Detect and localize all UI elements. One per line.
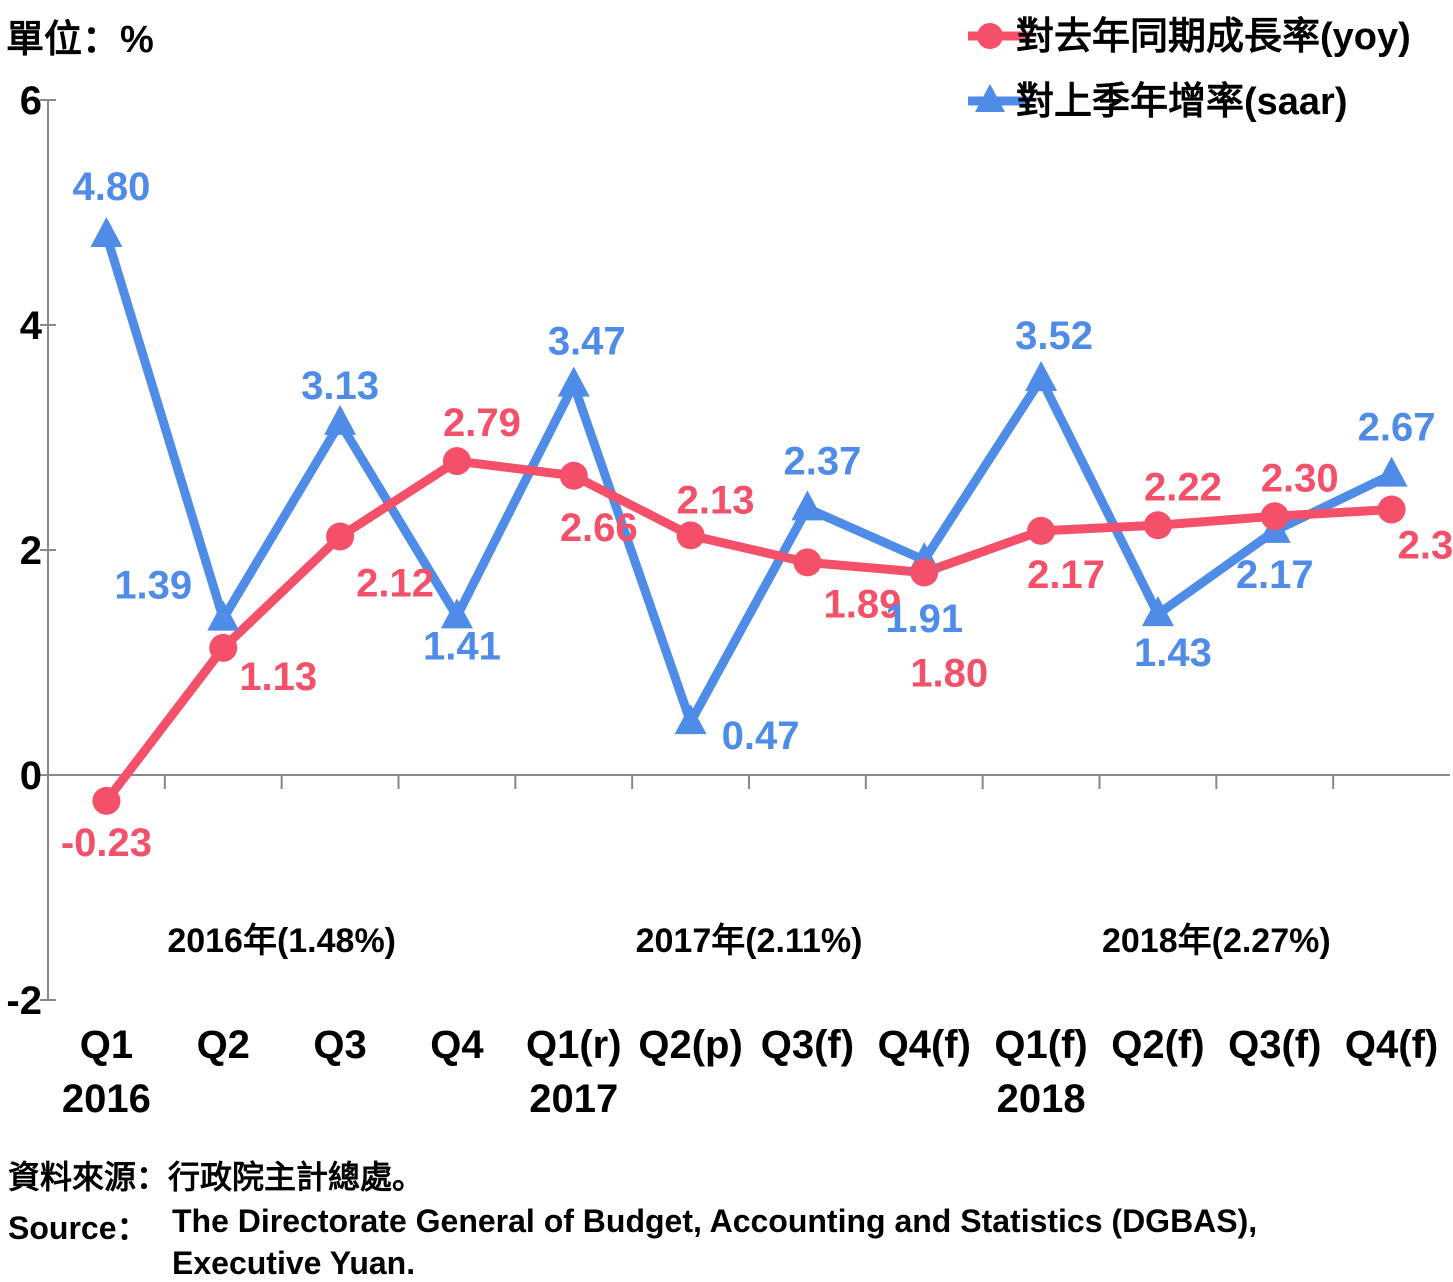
data-label: 1.91 [885,597,963,641]
data-label: 2.12 [356,562,434,606]
data-label: 2.17 [1236,553,1314,597]
legend-marker [975,84,1005,112]
series-line [102,233,1394,734]
year-label: 2016 [62,1077,151,1121]
data-label: 2.79 [443,401,521,445]
legend-label: 對去年同期成長率(yoy) [1016,16,1411,58]
data-point [1141,596,1174,627]
data-point [92,786,121,815]
data-label: 3.13 [301,364,379,408]
x-tick-label: Q1 [80,1023,133,1067]
annual-growth-label: 2016年(1.48%) [167,922,396,960]
data-point [207,600,240,631]
data-point [557,366,590,397]
data-label: 2.37 [783,439,861,483]
x-tick-label: Q3(f) [1228,1023,1321,1067]
y-tick-label: 4 [20,304,43,348]
data-label: 2.67 [1358,406,1436,450]
data-point [1025,361,1058,391]
data-point [1377,495,1406,524]
x-tick-label: Q2(p) [638,1023,742,1067]
y-tick-label: -2 [6,979,42,1023]
data-label: 2.17 [1027,553,1105,597]
x-tick-label: Q4(f) [878,1023,971,1067]
data-point [674,704,707,735]
data-label: 1.13 [239,655,317,699]
x-tick-label: Q1(f) [994,1023,1087,1067]
y-tick-label: 6 [20,79,42,123]
data-point [209,633,238,662]
unit-label: 單位：% [6,19,154,61]
series-line [102,456,1392,804]
data-label: 1.41 [423,624,501,668]
source-en-prefix: Source： [8,1210,149,1246]
x-tick-label: Q3(f) [761,1023,854,1067]
x-tick-label: Q1(r) [526,1023,622,1067]
data-label: 0.47 [722,714,800,758]
source-zh: 資料來源：行政院主計總處。 [8,1159,425,1195]
data-point [1375,456,1408,487]
line-chart: -2 0 2 4 6 Q1 Q2 Q3 Q4 Q1(r) Q2(p) Q3(f) Q4(f) Q1(f) Q… [6,16,1453,1121]
data-point [910,558,939,587]
data-label: 1.89 [823,582,901,626]
data-point [559,461,588,490]
x-tick-label: Q2 [197,1023,250,1067]
data-label: 1.43 [1134,631,1212,675]
annual-growth-label: 2018年(2.27%) [1102,922,1331,960]
year-label: 2018 [997,1077,1086,1121]
source-en-line2: Executive Yuan. [172,1245,416,1281]
x-tick-label: Q4(f) [1345,1023,1438,1067]
data-point [326,522,355,551]
data-label: 1.80 [910,652,988,696]
data-label: 1.39 [114,564,192,608]
data-point [324,404,357,435]
legend-label: 對上季年增率(saar) [1016,81,1348,123]
data-point [1143,511,1172,540]
data-point [676,521,705,550]
data-label: 2.30 [1261,456,1339,500]
data-label: 2.13 [677,478,755,522]
data-point [442,447,471,476]
data-label: 2.66 [560,506,638,550]
data-point [1260,502,1289,531]
y-tick-label: 0 [20,754,42,798]
source-en-line1: The Directorate General of Budget, Accou… [172,1203,1258,1239]
data-label: 4.80 [72,165,150,209]
x-tick-label: Q3 [313,1023,366,1067]
y-tick-label: 2 [20,529,42,573]
data-label: 2.22 [1144,465,1222,509]
data-label: -0.23 [61,821,152,865]
data-label: 3.52 [1015,314,1093,358]
year-label: 2017 [529,1077,618,1121]
data-label: 3.47 [548,320,626,364]
x-tick-label: Q4 [430,1023,484,1067]
data-point [791,490,824,521]
data-point [440,598,473,629]
data-point [1027,516,1056,545]
legend-marker [977,23,1003,49]
data-point [793,548,822,577]
x-tick-label: Q2(f) [1111,1023,1204,1067]
data-label: 2.36 [1398,524,1453,568]
data-point [90,217,123,247]
annual-growth-label: 2017年(2.11%) [636,922,863,960]
